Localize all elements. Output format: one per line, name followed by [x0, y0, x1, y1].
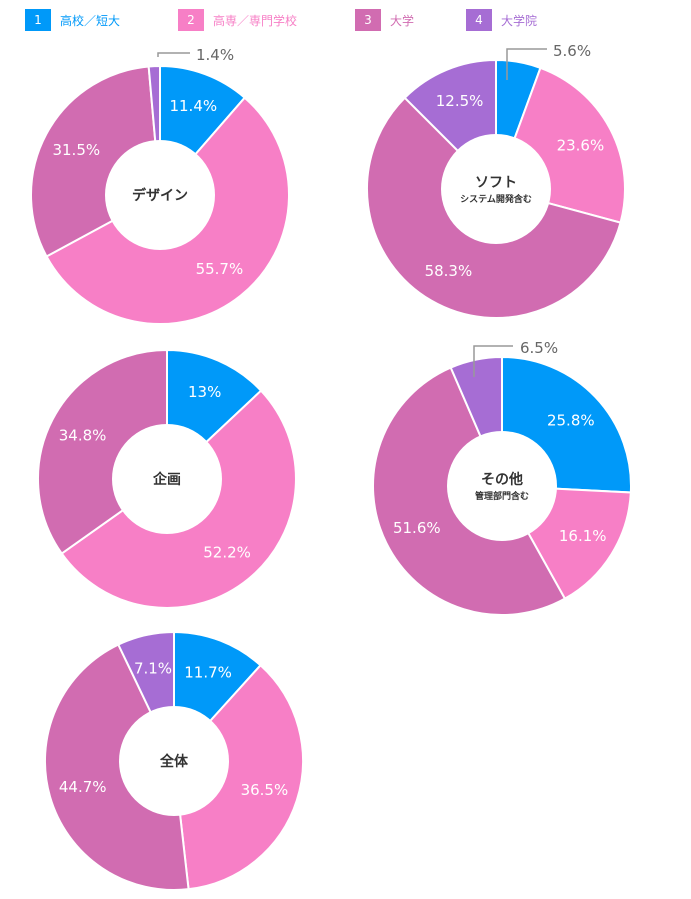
donut-chart-zentai: 11.7% 36.5% 44.7% 7.1% 全体: [44, 630, 304, 891]
data-label-sonota-3: 51.6%: [393, 519, 441, 537]
data-label-zentai-1: 11.7%: [184, 663, 232, 681]
chart-title-zentai: 全体: [159, 753, 189, 770]
legend-number-2: 2: [178, 9, 204, 31]
slice-zentai-2: [172, 663, 304, 891]
donut-chart-design: 11.4% 55.7% 31.5% 1.4% デザイン: [30, 46, 290, 325]
legend-number-4: 4: [466, 9, 492, 31]
donut-hole-kikaku: [112, 424, 222, 534]
legend-label-4: 大学院: [501, 13, 538, 28]
donut-hole-soft: [441, 134, 551, 244]
data-label-zentai-3: 44.7%: [59, 778, 107, 796]
chart-subtitle-sonota: 管理部門含む: [475, 490, 529, 502]
legend-label-2: 高専／専門学校: [213, 13, 298, 28]
legend-item-koko-tandai: 1 高校／短大: [25, 9, 120, 31]
legend-item-daigakuin: 4 大学院: [466, 9, 537, 31]
data-label-zentai-4: 7.1%: [134, 659, 172, 677]
data-label-sonota-1: 25.8%: [547, 412, 595, 430]
donut-hole-zentai: [119, 706, 229, 816]
data-label-kikaku-1: 13%: [188, 383, 221, 401]
slice-kikaku-3: [37, 348, 168, 555]
leader-line-soft-1: [506, 48, 547, 80]
data-label-soft-2: 23.6%: [557, 136, 605, 154]
donut-chart-kikaku: 13% 52.2% 34.8% 企画: [37, 348, 297, 609]
legend-item-kosen-senmon: 2 高専／専門学校: [178, 9, 297, 31]
chart-subtitle-soft: システム開発含む: [460, 193, 532, 205]
chart-title-soft: ソフト: [475, 175, 517, 191]
data-label-design-1: 11.4%: [169, 97, 217, 115]
data-label-soft-3: 58.3%: [425, 262, 473, 280]
legend-number-3: 3: [355, 9, 381, 31]
data-label-soft-4: 12.5%: [436, 92, 484, 110]
data-label-zentai-2: 36.5%: [241, 781, 289, 799]
data-label-design-3: 31.5%: [52, 141, 100, 159]
data-label-design-4: 1.4%: [196, 46, 234, 64]
slice-zentai-3: [44, 643, 190, 891]
leader-line-design-4: [157, 52, 190, 57]
chart-title-kikaku: 企画: [152, 471, 181, 488]
data-label-kikaku-3: 34.8%: [59, 426, 107, 444]
chart-title-sonota: その他: [481, 471, 523, 488]
data-label-sonota-2: 16.1%: [559, 527, 607, 545]
data-label-kikaku-2: 52.2%: [203, 544, 251, 562]
legend: 1 高校／短大 2 高専／専門学校 3 大学 4 大学院: [0, 0, 691, 40]
leader-line-sonota-4: [473, 345, 513, 377]
data-label-soft-1: 5.6%: [553, 42, 591, 60]
donut-hole-design: [105, 140, 215, 250]
donut-hole-sonota: [447, 431, 557, 541]
legend-label-1: 高校／短大: [60, 13, 121, 28]
legend-item-daigaku: 3 大学: [355, 9, 414, 31]
data-label-sonota-4: 6.5%: [520, 339, 558, 357]
legend-label-3: 大学: [390, 13, 415, 28]
chart-title-design: デザイン: [132, 187, 188, 204]
data-label-design-2: 55.7%: [196, 260, 244, 278]
legend-number-1: 1: [25, 9, 51, 31]
